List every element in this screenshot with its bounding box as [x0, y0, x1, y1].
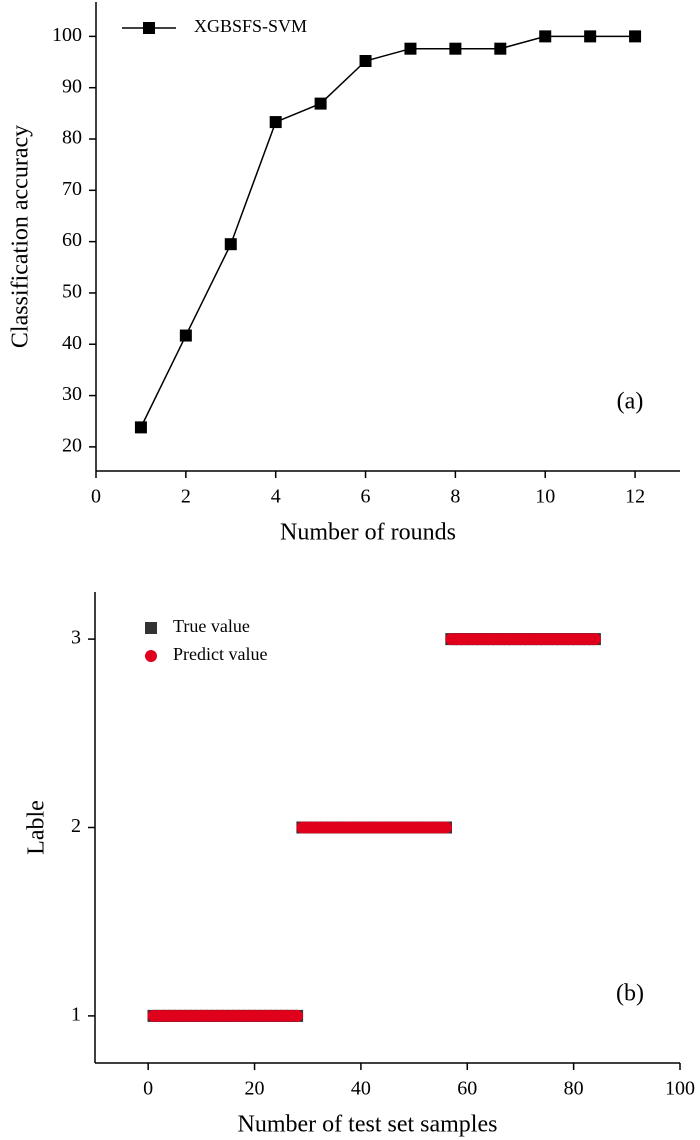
y-tick-label: 3 — [71, 627, 81, 649]
x-tick-label: 12 — [625, 486, 645, 508]
data-point — [291, 1009, 304, 1022]
data-point — [269, 116, 282, 129]
y-axis-label: Classification accuracy — [8, 125, 34, 348]
y-tick-label: 100 — [52, 24, 82, 46]
data-point — [440, 821, 452, 834]
data-point — [179, 329, 192, 342]
data-point — [494, 42, 507, 55]
data-point — [359, 55, 372, 68]
data-point — [629, 30, 642, 43]
legend-marker — [143, 22, 155, 34]
data-point — [539, 30, 552, 43]
y-tick-label: 2 — [71, 815, 81, 837]
data-point — [134, 421, 147, 434]
x-tick-label: 80 — [564, 1078, 584, 1100]
y-tick-label: 60 — [62, 229, 82, 251]
x-tick-label: 6 — [361, 486, 371, 508]
y-tick-label: 80 — [62, 127, 82, 149]
x-tick-label: 60 — [457, 1078, 477, 1100]
y-tick-label: 90 — [62, 75, 82, 97]
x-tick-label: 40 — [351, 1078, 371, 1100]
x-tick-label: 0 — [143, 1078, 153, 1100]
x-tick-label: 2 — [181, 486, 191, 508]
data-point — [449, 42, 462, 55]
legend-label: Predict value — [173, 644, 267, 664]
data-point — [404, 42, 417, 55]
legend-marker — [145, 650, 157, 662]
y-tick-label: 50 — [62, 281, 82, 303]
legend-label: True value — [173, 616, 250, 636]
x-tick-label: 0 — [91, 486, 101, 508]
legend-marker — [145, 622, 157, 634]
legend-label: XGBSFS-SVM — [194, 16, 307, 36]
x-tick-label: 8 — [450, 486, 460, 508]
data-point — [584, 30, 597, 43]
annotation: (b) — [616, 981, 644, 1007]
x-tick-label: 100 — [665, 1078, 695, 1100]
x-axis-label: Number of test set samples — [238, 1112, 498, 1138]
data-point — [314, 97, 327, 110]
y-tick-label: 70 — [62, 178, 82, 200]
y-tick-label: 1 — [71, 1003, 81, 1025]
y-tick-label: 30 — [62, 383, 82, 405]
y-tick-label: 40 — [62, 332, 82, 354]
series-line — [140, 35, 636, 428]
data-point — [588, 633, 601, 646]
y-axis-label: Lable — [24, 800, 50, 855]
x-axis-label: Number of rounds — [280, 520, 456, 546]
data-point — [224, 238, 237, 251]
x-tick-label: 4 — [271, 486, 281, 508]
y-tick-label: 20 — [62, 434, 82, 456]
annotation: (a) — [617, 389, 644, 415]
x-tick-label: 20 — [245, 1078, 265, 1100]
x-tick-label: 10 — [535, 486, 555, 508]
